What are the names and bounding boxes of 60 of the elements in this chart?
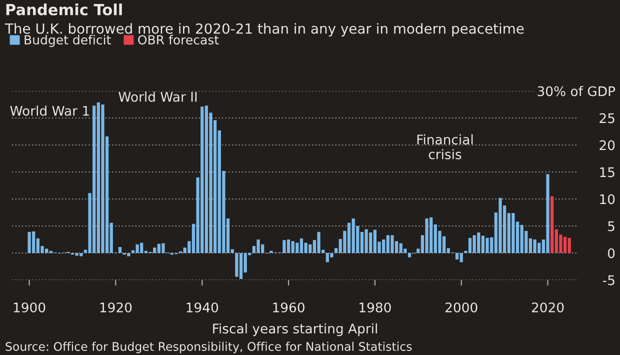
x-tick-label: 2020: [532, 302, 564, 312]
annotation: World War 1: [10, 106, 89, 116]
bar: [546, 174, 550, 253]
bar: [304, 242, 308, 253]
bar: [291, 241, 294, 253]
bar: [364, 229, 368, 253]
y-tick-label: 20: [600, 140, 615, 150]
bar: [498, 198, 502, 253]
y-tick-label: -5: [602, 275, 614, 286]
bar: [300, 238, 304, 253]
bar: [127, 253, 130, 256]
y-tick-label: 30% of GDP: [538, 86, 616, 96]
bar: [486, 238, 489, 253]
bar: [468, 238, 472, 253]
bar: [472, 235, 476, 253]
bar: [235, 253, 238, 277]
bar: [162, 243, 165, 253]
bar: [568, 238, 571, 253]
bar: [520, 224, 524, 253]
bar: [563, 236, 567, 253]
y-tick-label: 10: [600, 194, 615, 204]
bar: [347, 222, 351, 253]
annotation: World War II: [118, 92, 197, 102]
bar: [80, 253, 83, 256]
bar: [533, 240, 536, 253]
x-tick-label: 1940: [186, 302, 218, 312]
bar: [256, 240, 260, 253]
x-tick-label: 1960: [273, 302, 304, 312]
bar: [317, 232, 320, 253]
x-axis-title: Fiscal years starting April: [213, 323, 377, 336]
x-tick-label: 1980: [360, 302, 391, 312]
bar: [425, 218, 428, 253]
y-tick-label: 15: [600, 167, 614, 178]
bar: [101, 104, 104, 253]
legend-label: Budget deficit: [24, 34, 111, 47]
bar: [282, 240, 286, 253]
source-note: Source: Office for Budget Responsibility, Office for National Statistics: [6, 342, 412, 354]
y-tick-label: 25: [600, 113, 614, 124]
bar: [512, 213, 515, 253]
legend-label: OBR forecast: [138, 34, 219, 45]
bar: [352, 218, 355, 253]
x-tick-label: 2000: [446, 302, 478, 312]
x-tick-label: 1900: [14, 302, 46, 312]
bar: [550, 196, 554, 253]
bar: [390, 235, 394, 253]
bar: [136, 244, 139, 253]
chart-title: Pandemic Toll: [6, 4, 122, 16]
bar: [296, 242, 299, 253]
y-tick-label: 5: [608, 221, 614, 232]
bar: [286, 240, 290, 253]
x-tick-label: 1920: [100, 302, 132, 312]
bar: [239, 253, 243, 279]
annotation: Financial crisis: [417, 134, 473, 160]
bar: [460, 253, 463, 262]
bar: [399, 243, 402, 253]
y-tick-label: 0: [608, 248, 615, 258]
bar: [408, 253, 412, 258]
bar: [455, 253, 459, 260]
bar: [118, 247, 122, 253]
bar: [28, 232, 31, 253]
